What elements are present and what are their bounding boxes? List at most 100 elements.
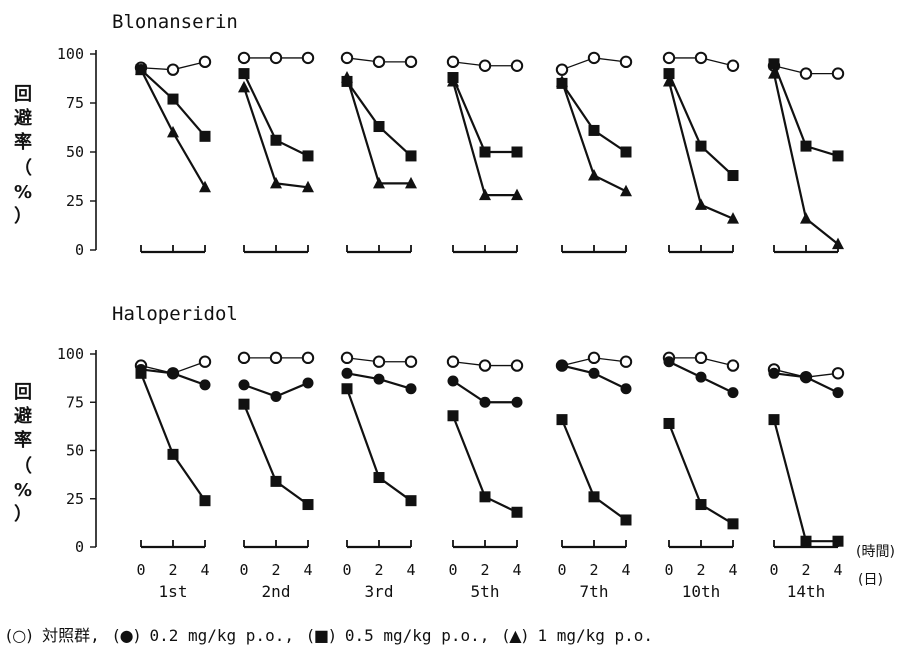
series-line: [345, 388, 412, 502]
series-line: [346, 80, 412, 157]
data-point: [663, 68, 675, 80]
x-tick-label: 2: [589, 561, 598, 579]
y-tick-label: 75: [66, 94, 84, 112]
x-tick-label: 0: [448, 561, 457, 579]
x-tick-label: 4: [728, 561, 737, 579]
data-point: [511, 146, 523, 158]
data-point: [768, 367, 780, 379]
data-point: [199, 180, 211, 193]
data-point: [404, 355, 418, 368]
data-point: [167, 367, 179, 379]
data-point: [556, 414, 568, 426]
data-point: [237, 51, 251, 65]
data-point: [446, 355, 460, 368]
svg-text:%: %: [14, 182, 32, 203]
x-tick-label: 2: [480, 561, 489, 579]
data-point: [588, 367, 600, 379]
day-label: 14th: [787, 582, 826, 601]
data-point: [587, 351, 601, 365]
svg-text:避: 避: [14, 405, 32, 427]
y-tick-label: 25: [66, 192, 84, 210]
data-point: [832, 150, 844, 162]
data-point: [619, 55, 633, 69]
data-point: [800, 140, 812, 152]
legend-item-dose-0-2: (●) 0.2 mg/kg p.o.,: [113, 626, 294, 645]
data-point: [620, 184, 632, 197]
haloperidol-y-label: 回 避 率 （ % ）: [14, 382, 32, 525]
data-point: [662, 51, 676, 65]
data-point: [588, 124, 600, 136]
data-point: [510, 59, 524, 72]
svg-text:率: 率: [14, 429, 32, 451]
svg-text:）: ）: [14, 206, 32, 227]
svg-text:）: ）: [14, 504, 32, 525]
x-tick-label: 4: [833, 561, 842, 579]
data-point: [832, 387, 844, 399]
series-line: [242, 403, 309, 506]
series-line: [561, 82, 627, 153]
y-tick-label: 25: [66, 490, 84, 508]
legend: (○) 対照群, (●) 0.2 mg/kg p.o., (■) 0.5 mg/…: [6, 622, 906, 648]
data-point: [269, 51, 283, 65]
data-point: [302, 499, 314, 511]
x-tick-label: 4: [406, 561, 415, 579]
haloperidol-panel: Haloperidol 回 避 率 （ % ） 0 25 50 75 100 0 2 4 1s…: [14, 303, 845, 601]
data-point: [620, 146, 632, 158]
data-point: [237, 351, 251, 365]
data-point: [340, 51, 354, 65]
series-line: [772, 419, 838, 543]
x-tick-label: 4: [621, 561, 630, 579]
data-point: [238, 398, 250, 410]
data-point: [198, 55, 212, 69]
data-point: [768, 67, 780, 79]
data-point: [588, 169, 600, 181]
data-point: [800, 371, 812, 383]
data-point: [556, 74, 568, 87]
data-point: [447, 375, 459, 387]
data-point: [800, 535, 812, 547]
x-tick-label: 2: [374, 561, 383, 579]
data-point: [726, 59, 740, 72]
data-point: [727, 518, 739, 530]
x-tick-label: 0: [557, 561, 566, 579]
x-tick-label: 4: [200, 561, 209, 579]
data-point: [302, 377, 314, 389]
data-point: [768, 414, 780, 426]
day-label: 1st: [159, 582, 188, 601]
x-tick-label: 0: [769, 561, 778, 579]
series-line: [560, 419, 627, 521]
series-line: [667, 73, 734, 177]
y-tick-label: 100: [57, 45, 84, 63]
data-point: [619, 355, 633, 368]
x-tick-label: 4: [512, 561, 521, 579]
data-point: [405, 176, 417, 189]
y-tick-label: 50: [66, 442, 84, 460]
data-point: [695, 371, 707, 383]
data-point: [270, 475, 282, 487]
data-point: [301, 51, 315, 65]
blonanserin-y-label: 回 避 率 （ % ）: [14, 84, 32, 227]
data-point: [372, 55, 386, 69]
data-point: [373, 373, 385, 385]
day-label: 7th: [580, 582, 609, 601]
data-point: [620, 383, 632, 395]
y-tick-label: 0: [75, 538, 84, 556]
data-point: [270, 390, 282, 402]
data-point: [555, 63, 569, 76]
data-point: [831, 67, 845, 80]
data-point: [800, 212, 812, 224]
data-point: [511, 188, 523, 201]
svg-text:率: 率: [14, 131, 32, 153]
data-point: [302, 150, 314, 162]
x-tick-label: 2: [271, 561, 280, 579]
data-point: [135, 367, 147, 379]
data-point: [695, 499, 707, 511]
data-point: [373, 121, 385, 133]
data-point: [167, 448, 179, 460]
data-point: [663, 356, 675, 368]
x-tick-label: 0: [342, 561, 351, 579]
data-point: [405, 495, 417, 507]
blonanserin-panel: Blonanserin 回 避 率 （ % ） 0 25 50 75 100: [14, 11, 845, 259]
y-tick-label: 50: [66, 143, 84, 161]
x-unit-days: (日): [858, 572, 883, 588]
